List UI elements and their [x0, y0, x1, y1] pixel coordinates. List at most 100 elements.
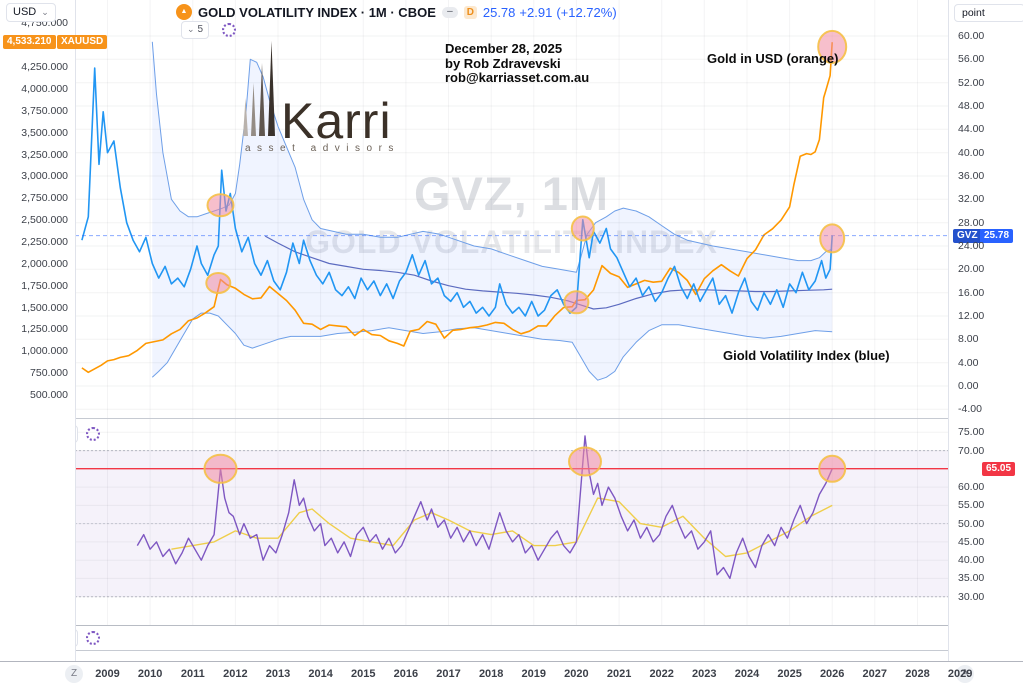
- quote-last: 25.78: [482, 4, 516, 20]
- quote-change: +2.91: [519, 4, 553, 20]
- left-axis-label: 1,750.000: [21, 279, 68, 292]
- left-axis-label: 4,250.000: [21, 61, 68, 73]
- right-axis-label: 24.00: [958, 240, 985, 252]
- karri-tagline-text: asset advisors: [245, 143, 400, 154]
- highlight-circle: [568, 446, 602, 477]
- watermark-description: GOLD VOLATILITY INDEX: [305, 224, 718, 260]
- series-gvz: [81, 67, 833, 317]
- right-price-axis[interactable]: point GVZ 25.78 65.05 60.00 56.00 52.00 48.…: [948, 0, 1023, 661]
- oscillator-axis-label: 60.00: [958, 481, 985, 494]
- left-price-axis[interactable]: 4,533.210 4,750.000 4,250.000 4,000.000 3,7…: [0, 0, 76, 661]
- object-tree-count: 5: [197, 24, 204, 35]
- left-axis-label: 1,000.000: [21, 345, 68, 358]
- gvz-badge-value: 25.78: [980, 229, 1014, 243]
- indicator-loading-icon[interactable]: [86, 427, 100, 441]
- bollinger-band-fill: [152, 41, 833, 381]
- gold-last-price-badge: 4,533.210: [3, 35, 56, 49]
- indicator-loading-icon[interactable]: [222, 23, 236, 37]
- time-axis-label: 2027: [862, 668, 888, 680]
- oscillator-canvas[interactable]: [0, 418, 1023, 625]
- time-axis-label: 2014: [308, 668, 333, 680]
- time-axis-label: 2023: [692, 668, 717, 680]
- time-axis-label: 2010: [137, 668, 163, 680]
- gold-coin-icon: ▲: [176, 4, 192, 20]
- date-annotation-line2: by Rob Zdravevski: [445, 55, 561, 71]
- left-axis-label: 3,250.000: [21, 148, 68, 161]
- pane-separator[interactable]: [0, 625, 1023, 626]
- symbol-title[interactable]: GOLD VOLATILITY INDEX · 1M · CBOE: [198, 4, 436, 20]
- left-axis-label: 500.000: [30, 389, 68, 401]
- axis-unit-button[interactable]: point: [954, 4, 1023, 22]
- gvz-badge-symbol: GVZ: [953, 229, 982, 243]
- right-axis-label: 44.00: [958, 123, 985, 136]
- highlight-circle: [819, 223, 846, 254]
- time-axis-label: 2025: [777, 668, 802, 680]
- quote-readout: 25.78 +2.91 (+12.72%): [483, 5, 621, 20]
- right-axis-label: 48.00: [958, 100, 985, 112]
- watermark-symbol: GVZ, 1M: [413, 167, 610, 220]
- time-axis-label: 2015: [351, 668, 376, 680]
- time-axis-label: 2021: [606, 668, 632, 680]
- karri-brand-text: Karri: [281, 93, 392, 149]
- left-axis-label: 750.000: [30, 367, 68, 380]
- series-bb_lower: [151, 312, 833, 381]
- time-axis-label: 2018: [478, 668, 504, 680]
- left-axis-label: 2,750.000: [21, 192, 68, 205]
- main-chart-pane[interactable]: GVZ, 1M GOLD VOLATILITY INDEX Karri asse…: [0, 0, 1023, 418]
- right-axis-label: 36.00: [958, 170, 985, 182]
- right-axis-label: 20.00: [958, 263, 985, 276]
- time-axis-label: 2022: [649, 668, 674, 680]
- interval-badge[interactable]: D: [463, 5, 477, 19]
- chevron-down-icon: ⌄: [187, 24, 195, 34]
- series-bb_basis: [264, 235, 833, 310]
- left-axis-label: 2,250.000: [21, 235, 68, 248]
- highlight-circle: [206, 193, 235, 218]
- main-chart-canvas[interactable]: [0, 0, 1023, 418]
- gold-series-annotation: Gold in USD (orange): [707, 51, 839, 66]
- karri-asset-advisors-logo: Karri asset advisors: [243, 38, 438, 154]
- time-axis-label: 2011: [180, 668, 205, 680]
- series-osc: [136, 435, 833, 580]
- chevron-down-icon: ⌄: [41, 7, 49, 17]
- date-annotation-line3: rob@karriasset.com.au: [445, 70, 590, 85]
- right-axis-label: 52.00: [958, 76, 985, 89]
- time-axis-label: 2020: [564, 668, 589, 680]
- symbol-watermark: GVZ, 1M GOLD VOLATILITY INDEX: [75, 166, 948, 261]
- date-annotation: December 28, 2025 by Rob Zdravevski rob@…: [445, 41, 590, 86]
- right-axis-label: 0.00: [958, 380, 979, 392]
- highlight-circle: [570, 215, 595, 242]
- series-gold: [81, 42, 833, 374]
- pane-separator: [0, 650, 1023, 651]
- autoscale-button[interactable]: A: [956, 665, 974, 683]
- oscillator-level-badge: 65.05: [982, 462, 1016, 476]
- right-axis-label: 8.00: [958, 333, 979, 346]
- oscillator-axis-label: 45.00: [958, 535, 985, 548]
- collapsed-indicator-pane[interactable]: ⌄: [0, 625, 1023, 661]
- time-axis-label: 2019: [521, 668, 547, 680]
- oscillator-axis-label: 70.00: [958, 444, 985, 457]
- time-axis[interactable]: Z A 2009 2010 2011 2012 2013 2014 2015 2016 2017…: [0, 661, 1023, 685]
- indicator-loading-icon[interactable]: [86, 631, 100, 645]
- quote-change-pct: (+12.72%): [556, 4, 617, 20]
- oscillator-axis-label: 50.00: [958, 517, 985, 530]
- oscillator-axis-label: 75.00: [958, 426, 985, 439]
- highlight-circle: [818, 454, 847, 483]
- left-axis-label: 1,500.000: [21, 301, 68, 314]
- time-axis-label: 2009: [95, 668, 120, 680]
- time-axis-label: 2013: [265, 668, 291, 680]
- oscillator-pane[interactable]: ⌄: [0, 418, 1023, 625]
- right-axis-label: -4.00: [958, 403, 982, 416]
- minus-pill-icon[interactable]: –: [441, 6, 458, 18]
- gold-symbol-badge: XAUUSD: [57, 35, 108, 49]
- highlight-circle: [203, 453, 238, 484]
- currency-selector[interactable]: USD ⌄: [6, 3, 56, 22]
- pane-separator[interactable]: [0, 418, 1023, 419]
- oscillator-axis-label: 35.00: [958, 572, 985, 585]
- time-axis-label: 2016: [393, 668, 419, 680]
- timezone-button[interactable]: Z: [65, 665, 83, 683]
- left-axis-label: 2,500.000: [21, 214, 68, 227]
- oscillator-grid: [75, 418, 948, 625]
- object-tree-collapse-button[interactable]: ⌄ 5: [181, 21, 210, 39]
- right-axis-label: 12.00: [958, 310, 985, 322]
